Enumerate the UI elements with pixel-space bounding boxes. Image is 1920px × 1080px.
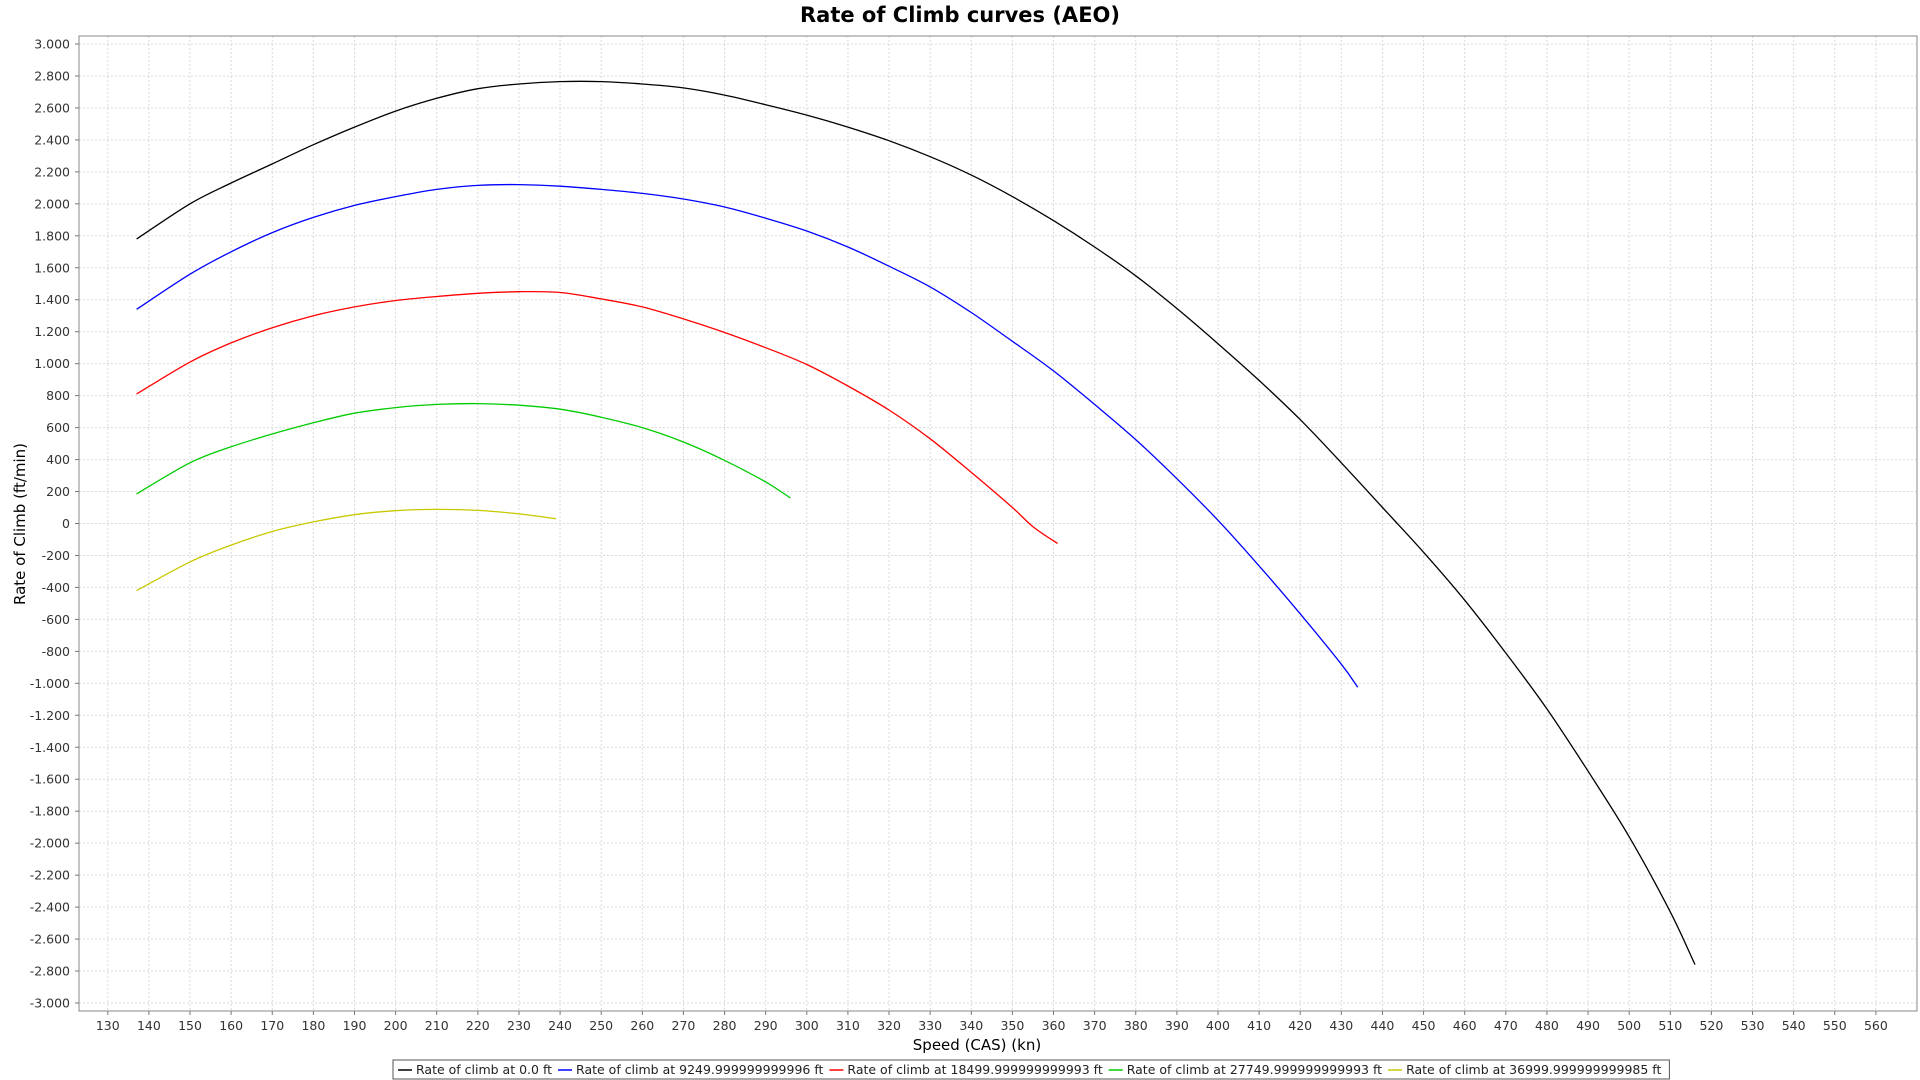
- y-tick-label: 1.800: [34, 228, 70, 243]
- x-tick-label: 560: [1864, 1018, 1888, 1033]
- grid: [79, 36, 1917, 1011]
- x-tick-label: 280: [713, 1018, 737, 1033]
- x-axis-title: Speed (CAS) (kn): [913, 1036, 1041, 1054]
- x-tick-label: 270: [672, 1018, 696, 1033]
- y-tick-label: 2.600: [34, 100, 70, 115]
- y-tick-label: -2.400: [30, 900, 70, 915]
- y-tick-label: 1.600: [34, 260, 70, 275]
- series-line-3: [136, 290, 1058, 545]
- x-tick-label: 520: [1699, 1018, 1723, 1033]
- y-tick-label: -1.000: [30, 676, 70, 691]
- x-tick-label: 380: [1124, 1018, 1148, 1033]
- series-line-1: [136, 80, 1696, 965]
- x-tick-label: 230: [507, 1018, 531, 1033]
- x-tick-label: 220: [466, 1018, 490, 1033]
- x-tick-label: 530: [1741, 1018, 1765, 1033]
- x-tick-label: 180: [301, 1018, 325, 1033]
- y-tick-label: 0: [62, 516, 70, 531]
- series-lines: [136, 80, 1696, 965]
- series-line-2: [136, 183, 1359, 688]
- x-tick-label: 460: [1453, 1018, 1477, 1033]
- x-tick-label: 540: [1782, 1018, 1806, 1033]
- x-tick-label: 190: [343, 1018, 367, 1033]
- x-tick-label: 510: [1658, 1018, 1682, 1033]
- y-tick-label: -1.600: [30, 772, 70, 787]
- x-tick-label: 480: [1535, 1018, 1559, 1033]
- y-tick-label: -400: [42, 580, 70, 595]
- legend: Rate of climb at 0.0 ft Rate of climb at …: [392, 1059, 1670, 1080]
- x-tick-label: 330: [918, 1018, 942, 1033]
- x-tick-label: 420: [1288, 1018, 1312, 1033]
- y-tick-label: 1.200: [34, 324, 70, 339]
- y-tick-label: -800: [42, 644, 70, 659]
- y-tick-label: -1.800: [30, 804, 70, 819]
- x-tick-label: 360: [1042, 1018, 1066, 1033]
- legend-label-5: Rate of climb at 36999.999999999985 ft: [1406, 1062, 1661, 1077]
- legend-label-2: Rate of climb at 9249.999999999996 ft: [576, 1062, 823, 1077]
- y-tick-label: -1.200: [30, 708, 70, 723]
- x-tick-label: 130: [96, 1018, 120, 1033]
- y-tick-label: -2.200: [30, 868, 70, 883]
- y-tick-label: 800: [46, 388, 70, 403]
- x-tick-label: 390: [1165, 1018, 1189, 1033]
- y-tick-label: 2.200: [34, 164, 70, 179]
- x-tick-label: 170: [260, 1018, 284, 1033]
- x-tick-label: 240: [548, 1018, 572, 1033]
- x-tick-label: 350: [1000, 1018, 1024, 1033]
- y-tick-label: 2.800: [34, 68, 70, 83]
- legend-label-1: Rate of climb at 0.0 ft: [416, 1062, 552, 1077]
- x-tick-label: 150: [178, 1018, 202, 1033]
- x-tick-label: 300: [795, 1018, 819, 1033]
- y-tick-label: -3.000: [30, 996, 70, 1011]
- y-tick-label: -2.600: [30, 932, 70, 947]
- legend-label-4: Rate of climb at 27749.999999999993 ft: [1127, 1062, 1382, 1077]
- y-tick-label: 200: [46, 484, 70, 499]
- x-tick-label: 490: [1576, 1018, 1600, 1033]
- x-tick-label: 370: [1083, 1018, 1107, 1033]
- x-tick-label: 160: [219, 1018, 243, 1033]
- x-tick-label: 260: [630, 1018, 654, 1033]
- x-tick-label: 440: [1371, 1018, 1395, 1033]
- x-tick-label: 470: [1494, 1018, 1518, 1033]
- y-axis: 3.000 2.800 2.600 2.400 2.200 2.000 1.800 1.600…: [30, 36, 79, 1011]
- y-tick-label: 1.400: [34, 292, 70, 307]
- y-tick-label: 3.000: [34, 36, 70, 51]
- y-axis-title: Rate of Climb (ft/min): [11, 443, 29, 605]
- y-tick-label: -2.000: [30, 836, 70, 851]
- legend-box: [392, 1059, 1670, 1080]
- y-tick-label: -200: [42, 548, 70, 563]
- y-tick-label: 2.400: [34, 132, 70, 147]
- chart-title: Rate of Climb curves (AEO): [800, 3, 1120, 27]
- x-tick-label: 210: [425, 1018, 449, 1033]
- x-tick-label: 400: [1206, 1018, 1230, 1033]
- x-tick-label: 450: [1412, 1018, 1436, 1033]
- x-tick-label: 140: [137, 1018, 161, 1033]
- legend-label-3: Rate of climb at 18499.999999999993 ft: [847, 1062, 1102, 1077]
- y-tick-label: 2.000: [34, 196, 70, 211]
- y-tick-label: 1.000: [34, 356, 70, 371]
- y-tick-label: -2.800: [30, 964, 70, 979]
- y-tick-label: -1.400: [30, 740, 70, 755]
- x-tick-label: 290: [754, 1018, 778, 1033]
- x-tick-label: 250: [589, 1018, 613, 1033]
- x-tick-label: 320: [877, 1018, 901, 1033]
- x-tick-label: 310: [836, 1018, 860, 1033]
- x-axis: 130 140 150 160 170 180 190 200 210 220 230 240 250 2…: [96, 1011, 1888, 1033]
- x-tick-label: 430: [1329, 1018, 1353, 1033]
- x-tick-label: 200: [384, 1018, 408, 1033]
- x-tick-label: 340: [959, 1018, 983, 1033]
- series-line-4: [136, 402, 791, 499]
- x-tick-label: 550: [1823, 1018, 1847, 1033]
- series-line-5: [136, 508, 557, 592]
- x-tick-label: 410: [1247, 1018, 1271, 1033]
- x-tick-label: 500: [1617, 1018, 1641, 1033]
- y-tick-label: 600: [46, 420, 70, 435]
- y-tick-label: 400: [46, 452, 70, 467]
- y-tick-label: -600: [42, 612, 70, 627]
